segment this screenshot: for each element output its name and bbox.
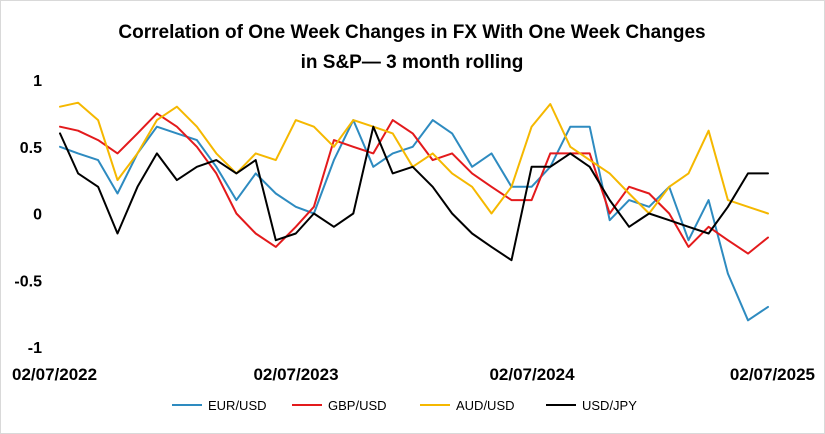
- legend: EUR/USD GBP/USD AUD/USD USD/JPY: [172, 398, 637, 413]
- x-tick-label: 02/07/2022: [12, 365, 97, 384]
- chart-subtitle: in S&P— 3 month rolling: [301, 52, 524, 73]
- chart-title: Correlation of One Week Changes in FX Wi…: [118, 22, 705, 43]
- y-tick-label: 1: [33, 73, 42, 90]
- y-tick-label: -0.5: [14, 273, 42, 290]
- legend-label: AUD/USD: [456, 398, 515, 413]
- x-axis: 02/07/2022 02/07/2023 02/07/2024 02/07/2025: [12, 365, 815, 384]
- legend-label: USD/JPY: [582, 398, 637, 413]
- y-tick-label: 0: [33, 207, 42, 224]
- series-line-eur-usd: [59, 119, 769, 322]
- x-tick-label: 02/07/2025: [730, 365, 815, 384]
- plot-area: [59, 101, 769, 322]
- x-tick-label: 02/07/2023: [253, 365, 338, 384]
- series-line-usd-jpy: [59, 125, 769, 262]
- y-axis: 1 0.5 0 -0.5 -1: [14, 73, 42, 357]
- legend-label: GBP/USD: [328, 398, 387, 413]
- x-tick-label: 02/07/2024: [489, 365, 575, 384]
- y-tick-label: 0.5: [20, 140, 42, 157]
- legend-label: EUR/USD: [208, 398, 267, 413]
- series-line-gbp-usd: [59, 112, 769, 255]
- y-tick-label: -1: [28, 340, 42, 357]
